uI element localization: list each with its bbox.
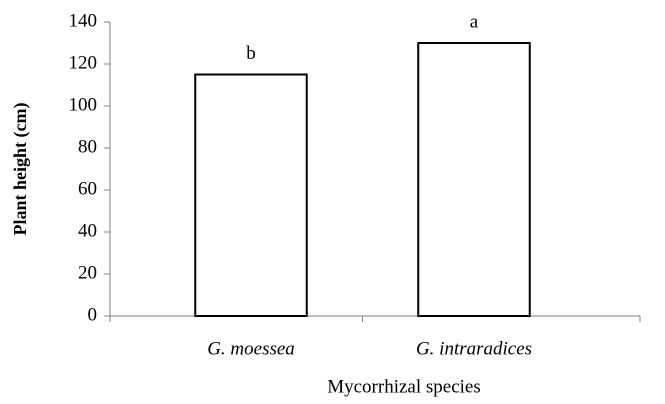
x-axis-label: Mycorrhizal species [327,376,481,397]
significance-letter: b [246,43,256,64]
bar [417,42,531,317]
x-tick-label: G. moessea [207,338,295,359]
y-tick-label: 0 [88,304,98,325]
y-tick-label: 40 [78,220,97,241]
y-tick-label: 20 [78,262,97,283]
y-tick-label: 80 [78,136,97,157]
y-axis-label: Plant height (cm) [10,103,31,236]
y-tick-label: 140 [69,10,98,31]
y-tick-label: 100 [69,94,98,115]
y-tick-label: 120 [69,52,98,73]
x-tick-label: G. intraradices [416,338,532,359]
significance-letter: a [470,11,479,32]
bar [194,73,308,317]
y-tick-label: 60 [78,178,97,199]
